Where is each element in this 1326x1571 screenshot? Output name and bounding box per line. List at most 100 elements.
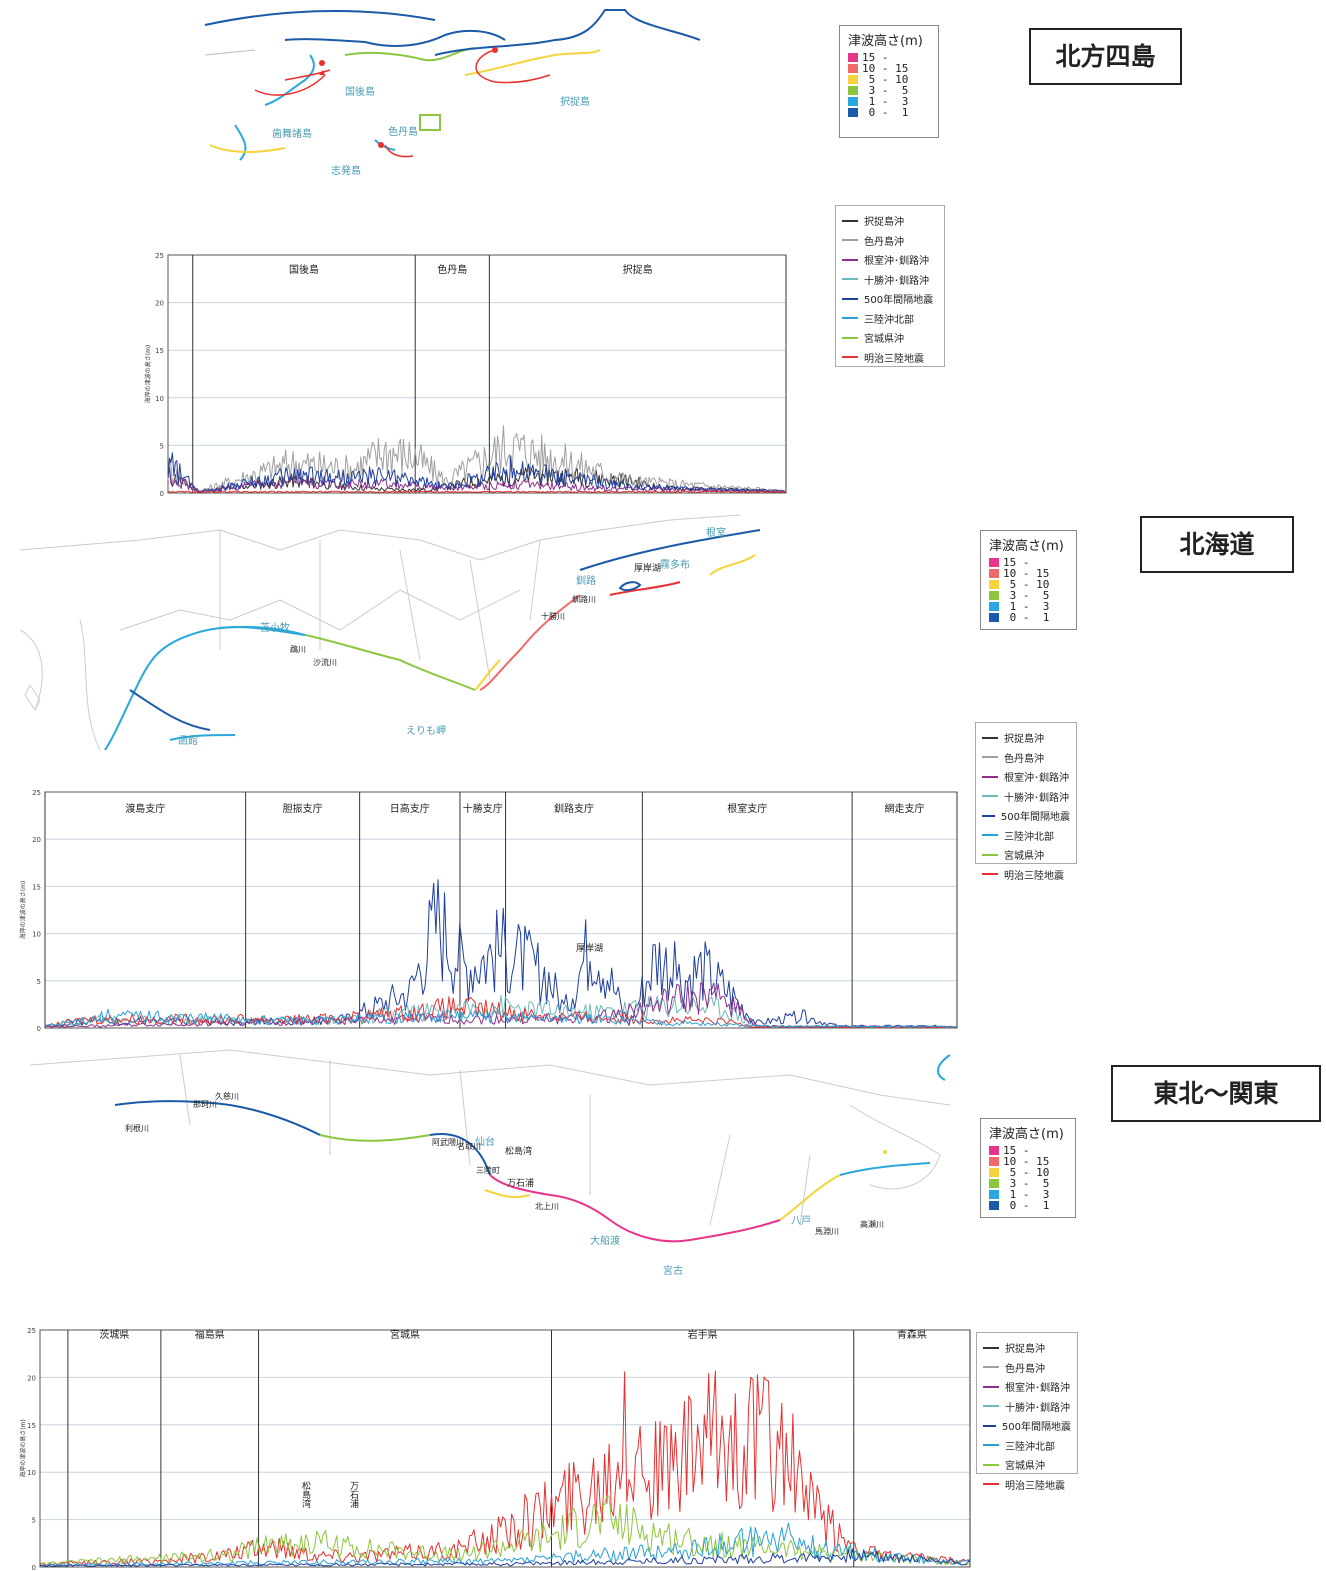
legend-item: 択捉島沖 (982, 728, 1070, 748)
river-label-kushiro: 釧路川 (572, 595, 596, 604)
scale-row: 15 - (989, 557, 1068, 568)
legend-label: 500年間隔地震 (1000, 812, 1070, 824)
annotation-mangokuura: 万石浦 (350, 1482, 360, 1510)
scale-swatch (989, 613, 999, 622)
section-label: 青森県 (897, 1328, 927, 1341)
series-line (39, 1370, 971, 1566)
scale-label: 10 - 15 (1003, 567, 1050, 580)
legend-label: 明治三陸地震 (1004, 870, 1064, 882)
legend-label: 択捉島沖 (1005, 1344, 1045, 1356)
scale-title: 津波高さ(m) (848, 34, 923, 49)
map-label-ofunato: 大船渡 (590, 1236, 620, 1247)
scenario-legend-hokkaido: 択捉島沖 色丹島沖 根室沖･釧路沖 十勝沖･釧路沖 500年間隔地震 三陸沖北部 宮城県沖明… (975, 722, 1077, 882)
scale-swatch (848, 108, 858, 117)
legend-label: 宮城県沖 (864, 334, 904, 346)
y-tick-label: 0 (160, 490, 164, 498)
chart-hokkaido: 0 5 10 15 20 25 海岸の津波の高さ(m) 渡島支庁 胆振支庁 日高支庁 十勝支庁 釧路支… (19, 789, 958, 1033)
y-axis-label: 海岸の津波の高さ(m) (144, 345, 152, 404)
section-label: 網走支庁 (885, 802, 925, 815)
section-label: 胆振支庁 (283, 802, 323, 815)
scale-swatch (989, 1146, 999, 1155)
legend-label: 択捉島沖 (864, 217, 904, 229)
series-line (167, 452, 787, 493)
legend-item: 明治三陸地震 (842, 348, 938, 368)
legend-label: 択捉島沖 (1004, 734, 1044, 746)
legend-label: 十勝沖･釧路沖 (864, 275, 929, 287)
scale-swatch (989, 1201, 999, 1210)
map-label-sanrikucho: 三陸町 (476, 1166, 500, 1175)
y-tick-label: 25 (32, 789, 41, 797)
legend-line-swatch (983, 1405, 999, 1408)
y-tick-label: 5 (37, 978, 41, 986)
scale-swatch (989, 602, 999, 611)
legend-label: 三陸沖北部 (1005, 1441, 1055, 1453)
river-label-tokachi: 十勝川 (541, 612, 565, 621)
map-hokkaido (20, 514, 761, 751)
region-title-kuril: 北方四島 (1029, 28, 1182, 85)
scale-label: 15 - (1003, 556, 1030, 569)
series-line (44, 996, 958, 1029)
y-tick-label: 10 (155, 395, 164, 403)
section-label: 十勝支庁 (463, 802, 503, 815)
legend-line-swatch (983, 1424, 996, 1427)
scale-row: 5 - 10 (848, 74, 930, 85)
scale-legend-hokkaido: 津波高さ(m) 15 -10 - 15 5 - 10 3 - 5 1 - 3 0… (980, 530, 1077, 630)
legend-item: 択捉島沖 (983, 1338, 1071, 1358)
map-label-akkeshiko: 厚岸湖 (634, 564, 662, 574)
legend-item: 十勝沖･釧路沖 (842, 270, 938, 290)
scale-label: 3 - 5 (1003, 589, 1050, 602)
map-label-tomakomai: 苫小牧 (260, 623, 290, 634)
legend-item: 色丹島沖 (982, 748, 1070, 768)
series-line (39, 1495, 971, 1566)
section-label: 択捉島 (623, 263, 653, 276)
legend-label: 根室沖･釧路沖 (1004, 773, 1069, 785)
y-tick-label: 15 (32, 883, 41, 891)
scale-row: 15 - (848, 52, 930, 63)
legend-label: 根室沖･釧路沖 (864, 256, 929, 268)
section-label: 茨城県 (99, 1328, 129, 1341)
legend-line-swatch (982, 853, 998, 856)
region-title-hokkaido: 北海道 (1140, 516, 1294, 573)
legend-line-swatch (842, 317, 858, 320)
plot-frame (39, 1329, 971, 1568)
scale-row: 1 - 3 (989, 1189, 1067, 1200)
river-label-naka: 那珂川 (193, 1100, 217, 1109)
section-label: 岩手県 (688, 1328, 718, 1341)
legend-line-swatch (842, 258, 858, 261)
legend-line-swatch (842, 219, 858, 222)
legend-item: 宮城県沖 (842, 328, 938, 348)
legend-item: 三陸沖北部 (842, 309, 938, 329)
scale-legend-kuril: 津波高さ(m) 15 -10 - 15 5 - 10 3 - 5 1 - 3 0… (839, 25, 939, 138)
river-label-mukawa: 鵡川 (290, 645, 306, 654)
section-label: 国後島 (289, 263, 319, 276)
annotation-akkeshiko: 厚岸湖 (576, 944, 604, 954)
legend-label: 三陸沖北部 (1004, 831, 1054, 843)
legend-line-swatch (982, 795, 998, 798)
scale-row: 10 - 15 (848, 63, 930, 74)
map-label-erimo: えりも岬 (406, 726, 446, 737)
scale-swatch (848, 64, 858, 73)
map-tohoku (30, 1049, 951, 1243)
legend-line-swatch (982, 873, 998, 876)
scale-swatch (989, 1168, 999, 1177)
scale-label: 5 - 10 (862, 73, 909, 86)
legend-line-swatch (983, 1444, 999, 1447)
legend-item: 根室沖･釧路沖 (983, 1377, 1071, 1397)
scale-label: 3 - 5 (1003, 1177, 1050, 1190)
y-tick-label: 5 (160, 442, 164, 450)
legend-label: 三陸沖北部 (864, 314, 914, 326)
river-label-kitakami: 北上川 (535, 1202, 559, 1211)
legend-line-swatch (842, 297, 858, 300)
scale-swatch (989, 1157, 999, 1166)
river-label-mabechi: 馬淵川 (815, 1227, 839, 1236)
scale-label: 3 - 5 (862, 84, 909, 97)
scale-label: 5 - 10 (1003, 1166, 1050, 1179)
scale-row: 10 - 15 (989, 568, 1068, 579)
legend-line-swatch (982, 775, 998, 778)
legend-line-swatch (983, 1385, 999, 1388)
scale-row: 5 - 10 (989, 579, 1068, 590)
scale-swatch (989, 1190, 999, 1199)
chart-tohoku: 0 5 10 15 20 25 海岸の津波の高さ(m) 茨城県 福島県 宮城県 岩手県 青森県 (19, 1327, 971, 1570)
y-tick-label: 10 (32, 931, 41, 939)
legend-label: 宮城県沖 (1004, 851, 1044, 863)
